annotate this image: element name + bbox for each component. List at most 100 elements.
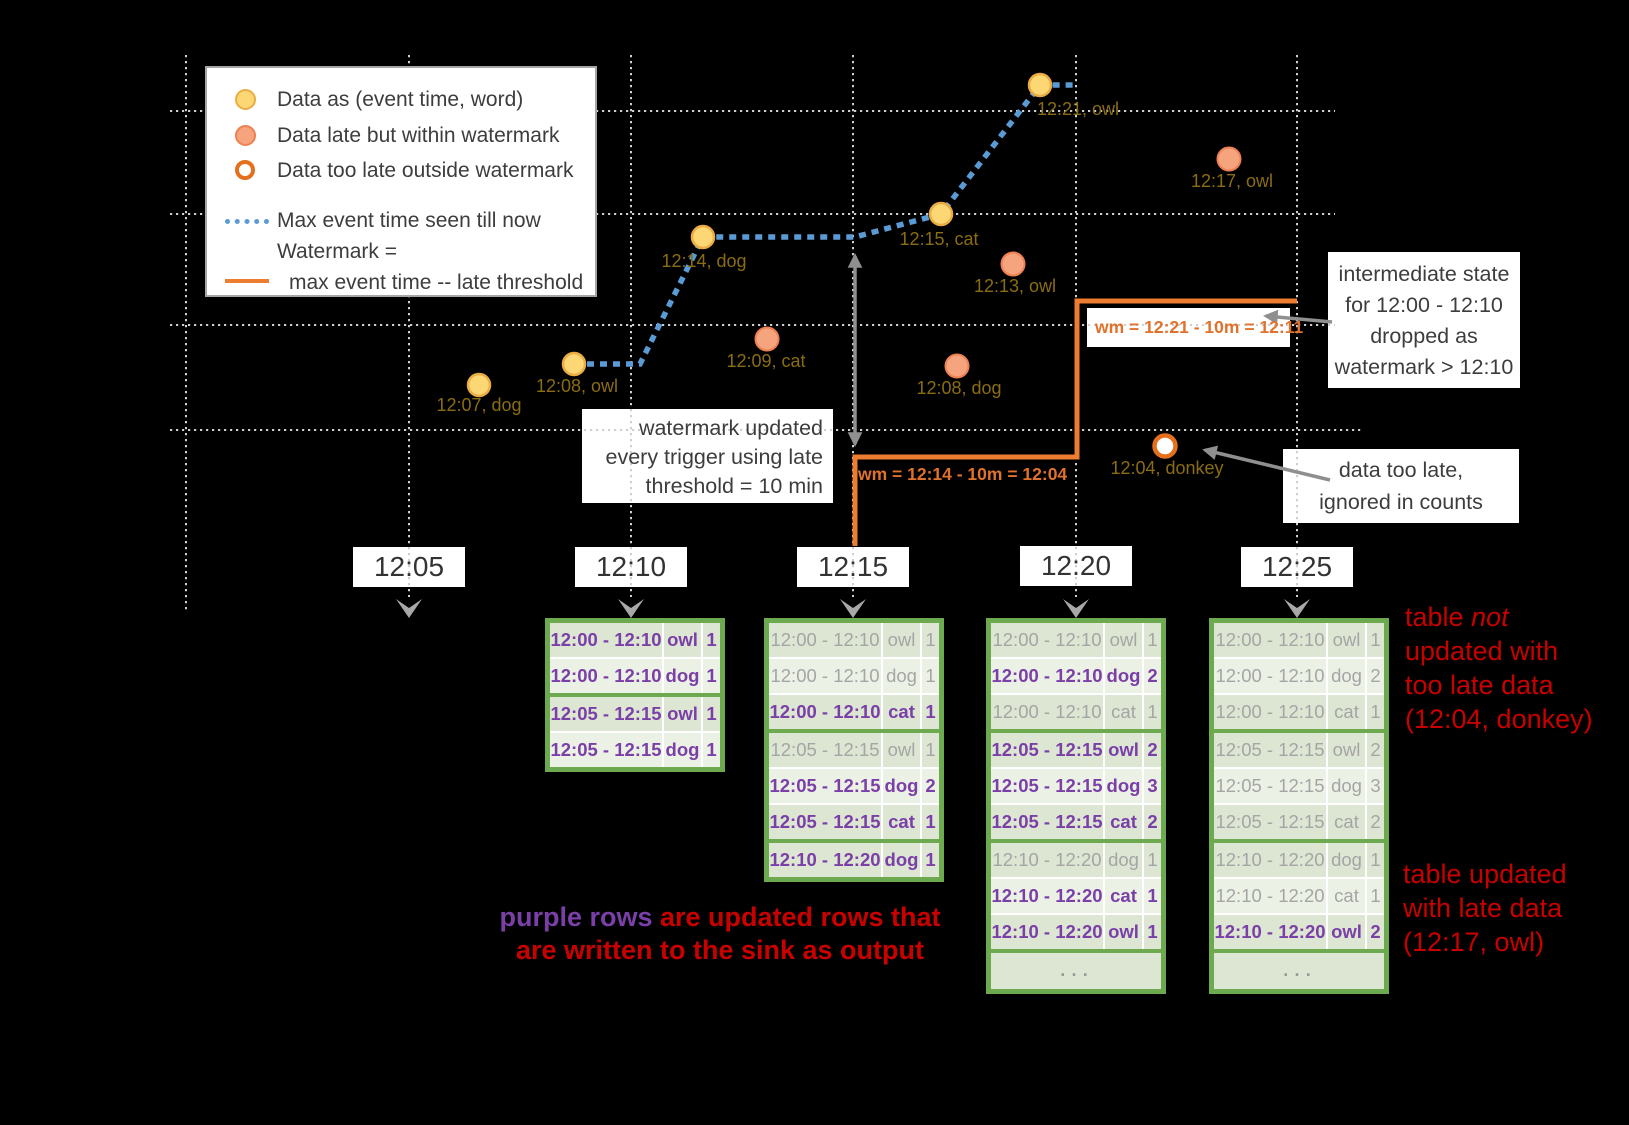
ontime-data-point (690, 224, 716, 250)
legend-item-late: Data late but within watermark (207, 122, 595, 150)
cell-word: owl (1328, 623, 1365, 657)
legend-label: Data too late outside watermark (277, 159, 574, 182)
cell-window: 12:00 - 12:10 (769, 659, 881, 693)
cell-count: 1 (1367, 879, 1384, 913)
result-table-row: 12:05 - 12:15 owl 1 (550, 697, 720, 731)
result-table-row: 12:05 - 12:15 dog 3 (991, 769, 1161, 803)
cell-count: 1 (1367, 695, 1384, 729)
cell-count: 2 (1367, 659, 1384, 693)
cell-word: owl (883, 623, 920, 657)
cell-window: 12:05 - 12:15 (769, 733, 881, 767)
cell-word: owl (1105, 733, 1142, 767)
cell-count: 2 (1144, 733, 1161, 767)
cell-window: 12:05 - 12:15 (1214, 805, 1326, 839)
cell-count: 2 (1367, 733, 1384, 767)
cell-window: 12:10 - 12:20 (1214, 915, 1326, 949)
cell-count: 1 (703, 697, 720, 731)
caption-not-updated: table not updated with too late data (12… (1405, 602, 1593, 734)
result-table-row: 12:05 - 12:15 owl 2 (1214, 733, 1384, 767)
too-late-ring-icon (235, 160, 255, 180)
result-table-row: 12:00 - 12:10 owl 1 (991, 623, 1161, 657)
cell-count: 1 (703, 623, 720, 657)
result-table-row: 12:00 - 12:10 dog 1 (550, 659, 720, 693)
window-group: 12:05 - 12:15 owl 2 12:05 - 12:15 dog 3 12:05 … (1214, 733, 1384, 839)
cell-word: cat (1105, 695, 1142, 729)
trigger-chevrons (396, 599, 1310, 618)
window-group: 12:00 - 12:10 owl 1 12:00 - 12:10 dog 2 12:00 … (1214, 623, 1384, 729)
cell-word: owl (664, 697, 701, 731)
cell-window: 12:10 - 12:20 (991, 915, 1103, 949)
toolate-note: data too late, ignored in counts (1319, 458, 1483, 514)
data-point-label: 12:15, cat (899, 229, 979, 249)
cell-count: 1 (1367, 843, 1384, 877)
cell-window: 12:05 - 12:15 (1214, 769, 1326, 803)
window-group: 12:10 - 12:20 dog 1 12:10 - 12:20 cat 1 12:10 … (991, 843, 1161, 949)
watermark-label-2: wm = 12:21 - 10m = 12:11 (1095, 317, 1304, 337)
result-table-row: 12:05 - 12:15 dog 1 (550, 733, 720, 767)
result-table-row: 12:05 - 12:15 cat 2 (991, 805, 1161, 839)
cell-word: owl (1328, 733, 1365, 767)
cell-window: 12:10 - 12:20 (1214, 879, 1326, 913)
cell-word: dog (664, 733, 701, 767)
window-group: 12:00 - 12:10 owl 1 12:00 - 12:10 dog 1 12:00 … (769, 623, 939, 729)
cell-window: 12:05 - 12:15 (991, 805, 1103, 839)
legend-label: max event time -- late threshold (289, 271, 584, 294)
data-point-label: 12:07, dog (436, 395, 522, 415)
purple-rows-text: purple rows (499, 902, 653, 932)
cell-count: 3 (1367, 769, 1384, 803)
result-table-row: 12:10 - 12:20 owl 2 (1214, 915, 1384, 949)
watermark-line-icon (225, 279, 269, 283)
toolate-data-point (1152, 433, 1178, 459)
cell-count: 1 (1144, 879, 1161, 913)
data-point-label: 12:17, owl (1190, 171, 1274, 191)
result-table-row: 12:00 - 12:10 cat 1 (991, 695, 1161, 729)
result-table-12:15: 12:00 - 12:10 owl 1 12:00 - 12:10 dog 1 12:00 … (764, 618, 944, 882)
cell-word: cat (1328, 805, 1365, 839)
more-rows-ellipsis: ... (991, 953, 1161, 989)
cell-word: cat (883, 805, 920, 839)
window-group: 12:05 - 12:15 owl 1 12:05 - 12:15 dog 2 12:05 … (769, 733, 939, 839)
cell-count: 1 (922, 659, 939, 693)
cell-window: 12:00 - 12:10 (1214, 659, 1326, 693)
data-point-label: 12:21, owl (1036, 99, 1120, 119)
cell-word: dog (1328, 659, 1365, 693)
cell-window: 12:10 - 12:20 (769, 843, 881, 877)
tick-label-12:15: 12:15 (817, 551, 889, 582)
caption-updated: table updated with late data (12:17, owl… (1403, 859, 1567, 957)
cell-word: owl (1105, 623, 1142, 657)
tick-label-12:10: 12:10 (595, 551, 667, 582)
window-group: 12:00 - 12:10 owl 1 12:00 - 12:10 dog 2 12:00 … (991, 623, 1161, 729)
result-table-row: 12:00 - 12:10 cat 1 (769, 695, 939, 729)
data-point-label: 12:08, dog (916, 378, 1002, 398)
cell-count: 1 (922, 805, 939, 839)
cell-window: 12:05 - 12:15 (769, 769, 881, 803)
legend-label: Max event time seen till now (277, 209, 541, 232)
result-table-row: 12:10 - 12:20 cat 1 (991, 879, 1161, 913)
result-table-row: 12:10 - 12:20 owl 1 (991, 915, 1161, 949)
legend-label: Data as (event time, word) (277, 88, 524, 111)
max-event-time-line-icon (225, 219, 269, 224)
cell-count: 2 (1144, 805, 1161, 839)
cell-word: owl (1328, 915, 1365, 949)
cell-count: 1 (922, 623, 939, 657)
cell-count: 1 (1144, 915, 1161, 949)
cell-word: dog (1328, 843, 1365, 877)
cell-word: owl (883, 733, 920, 767)
cell-count: 1 (1367, 623, 1384, 657)
data-points (466, 72, 1242, 459)
tick-label-12:05: 12:05 (373, 551, 445, 582)
data-point-label: 12:14, dog (661, 251, 747, 271)
late-data-point (1000, 251, 1026, 277)
tick-label-12:20: 12:20 (1040, 550, 1112, 581)
cell-count: 1 (703, 659, 720, 693)
data-point-label: 12:04, donkey (1110, 458, 1224, 478)
on-time-dot-icon (235, 89, 256, 110)
legend: Data as (event time, word) Data late but… (205, 66, 597, 297)
cell-window: 12:10 - 12:20 (991, 879, 1103, 913)
window-group: 12:10 - 12:20 dog 1 12:10 - 12:20 cat 1 12:10 … (1214, 843, 1384, 949)
cell-count: 1 (1144, 623, 1161, 657)
cell-word: cat (1328, 695, 1365, 729)
